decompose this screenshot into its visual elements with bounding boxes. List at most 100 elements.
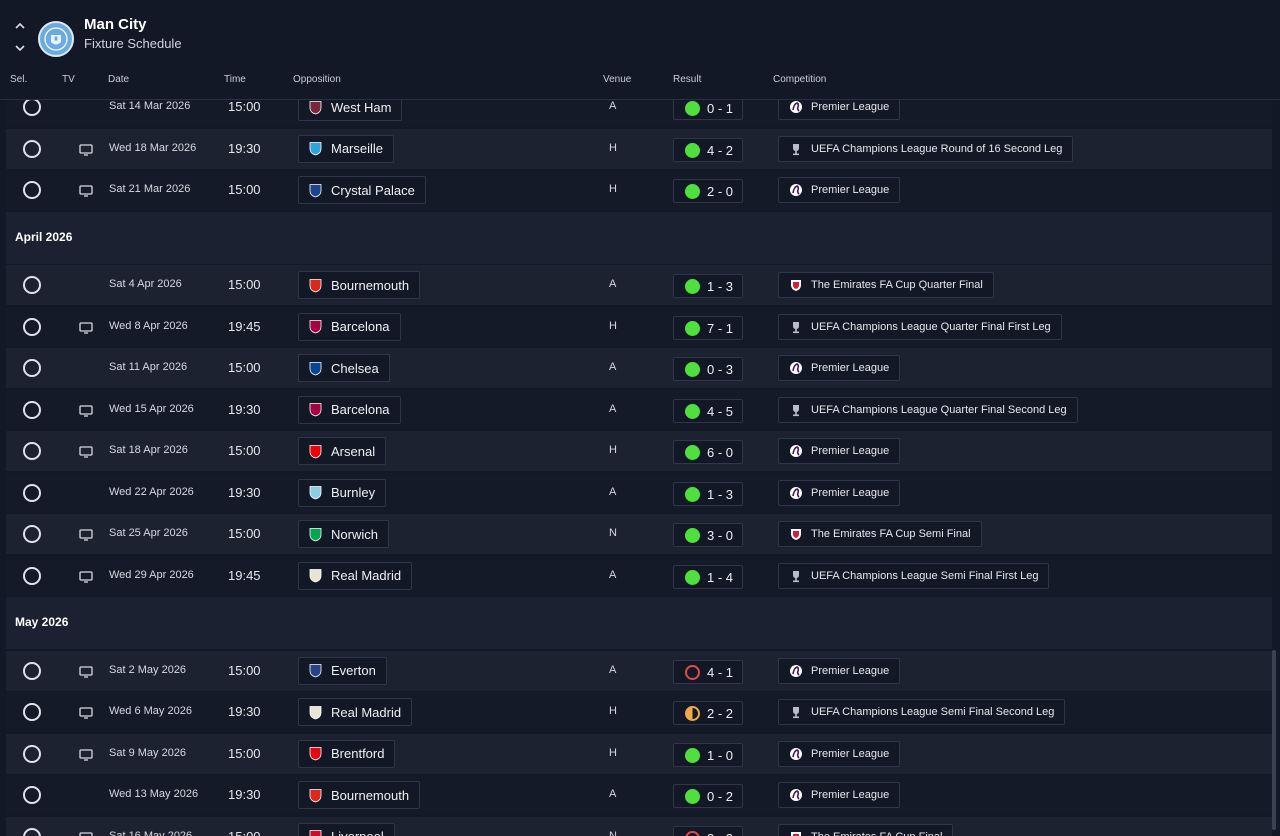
fixture-row[interactable]: Wed 29 Apr 2026 19:45 Real Madrid A 1 - 4 UEF… <box>6 555 1272 596</box>
fixture-row[interactable]: Sat 25 Apr 2026 15:00 Norwich N 3 - 0 The Emi… <box>6 514 1272 554</box>
fixture-time: 15:00 <box>228 526 261 541</box>
competition-name: UEFA Champions League Round of 16 Second… <box>811 142 1063 155</box>
competition-button[interactable]: Premier League <box>778 657 901 684</box>
competition-button[interactable]: UEFA Champions League Quarter Final Seco… <box>778 396 1078 423</box>
fixture-row[interactable]: Sat 16 May 2026 15:00 Liverpool N 3 - 2 The E… <box>6 816 1272 836</box>
opposition-team-button[interactable]: Everton <box>298 656 387 685</box>
result-button[interactable]: 4 - 5 <box>673 398 743 423</box>
select-radio[interactable] <box>23 786 41 804</box>
competition-button[interactable]: The Emirates FA Cup Semi Final <box>778 521 982 547</box>
select-radio[interactable] <box>23 483 41 502</box>
competition-button[interactable]: Premier League <box>778 782 901 808</box>
opposition-team-button[interactable]: Arsenal <box>298 437 387 465</box>
result-button[interactable]: 0 - 3 <box>673 357 743 381</box>
competition-button[interactable]: Premier League <box>778 740 901 767</box>
tv-icon <box>79 665 93 678</box>
column-header-date[interactable]: Date <box>108 74 130 85</box>
competition-button[interactable]: Premier League <box>778 100 901 120</box>
select-radio[interactable] <box>23 359 41 377</box>
result-button[interactable]: 1 - 4 <box>673 564 743 589</box>
opposition-team-button[interactable]: Real Madrid <box>298 698 413 726</box>
fixture-row[interactable]: Sat 18 Apr 2026 15:00 Arsenal H 6 - 0 Premier… <box>6 431 1272 471</box>
result-button[interactable]: 7 - 1 <box>673 315 743 340</box>
select-radio[interactable] <box>23 317 41 336</box>
fixture-venue: A <box>609 100 617 112</box>
fixture-row[interactable]: Sat 4 Apr 2026 15:00 Bournemouth A 1 - 3 The … <box>6 265 1272 305</box>
select-radio[interactable] <box>23 744 41 763</box>
fixture-list[interactable]: Sat 14 Mar 2026 15:00 West Ham A 0 - 1 Premie… <box>6 100 1272 836</box>
select-radio[interactable] <box>23 181 41 199</box>
column-header-result[interactable]: Result <box>673 74 702 85</box>
select-radio[interactable] <box>23 276 41 294</box>
fixture-row[interactable]: Sat 21 Mar 2026 15:00 Crystal Palace H 2 - 0… <box>6 170 1272 210</box>
select-radio[interactable] <box>23 525 41 543</box>
opposition-team-button[interactable]: Crystal Palace <box>298 176 426 204</box>
opposition-team-button[interactable]: Brentford <box>298 739 396 768</box>
opposition-team-button[interactable]: Real Madrid <box>298 561 413 590</box>
fixture-row[interactable]: Sat 11 Apr 2026 15:00 Chelsea A 0 - 3 Premier… <box>6 348 1272 388</box>
fixture-row[interactable]: Sat 2 May 2026 15:00 Everton A 4 - 1 Premier … <box>6 650 1272 691</box>
opposition-team-button[interactable]: Chelsea <box>298 354 390 382</box>
fixture-row[interactable]: Wed 8 Apr 2026 19:45 Barcelona H 7 - 1 UEFA C… <box>6 306 1272 347</box>
opposition-team-button[interactable]: Burnley <box>298 478 387 507</box>
opposition-team-button[interactable]: Norwich <box>298 520 389 548</box>
result-loss-icon <box>685 830 700 836</box>
result-button[interactable]: 1 - 0 <box>673 742 743 767</box>
result-score: 1 - 4 <box>707 569 734 585</box>
column-header-sel[interactable]: Sel. <box>10 74 28 85</box>
result-button[interactable]: 2 - 0 <box>673 179 743 203</box>
fixture-time: 19:30 <box>228 140 261 156</box>
opposition-team-button[interactable]: West Ham <box>298 100 403 121</box>
select-radio[interactable] <box>23 442 41 460</box>
competition-button[interactable]: UEFA Champions League Semi Final Second … <box>778 699 1066 725</box>
fixture-row[interactable]: Wed 22 Apr 2026 19:30 Burnley A 1 - 3 Premier… <box>6 472 1272 513</box>
opposition-team-button[interactable]: Barcelona <box>298 312 401 341</box>
fixture-row[interactable]: Wed 6 May 2026 19:30 Real Madrid H 2 - 2 UEFA… <box>6 692 1272 732</box>
opposition-team-button[interactable]: Liverpool <box>298 822 395 836</box>
select-radio[interactable] <box>23 400 41 419</box>
competition-button[interactable]: UEFA Champions League Quarter Final Firs… <box>778 313 1062 340</box>
scrollbar-thumb[interactable] <box>1272 650 1276 830</box>
result-button[interactable]: 4 - 1 <box>673 659 743 684</box>
result-button[interactable]: 4 - 2 <box>673 137 743 162</box>
competition-button[interactable]: Premier League <box>778 355 901 381</box>
opposition-team-button[interactable]: Bournemouth <box>298 271 421 299</box>
column-header-tv[interactable]: TV <box>62 74 75 85</box>
chevron-up-icon[interactable] <box>12 20 28 36</box>
result-button[interactable]: 3 - 2 <box>673 825 743 836</box>
competition-button[interactable]: Premier League <box>778 438 901 464</box>
result-button[interactable]: 1 - 3 <box>673 481 743 506</box>
result-button[interactable]: 1 - 3 <box>673 274 743 298</box>
result-button[interactable]: 3 - 0 <box>673 523 743 547</box>
column-header-venue[interactable]: Venue <box>603 74 632 85</box>
competition-button[interactable]: Premier League <box>778 479 901 506</box>
column-header-opposition[interactable]: Opposition <box>293 74 341 85</box>
column-header-time[interactable]: Time <box>224 74 246 85</box>
column-header-competition[interactable]: Competition <box>773 74 827 85</box>
competition-button[interactable]: UEFA Champions League Semi Final First L… <box>778 562 1050 589</box>
fixture-row[interactable]: Wed 18 Mar 2026 19:30 Marseille H 4 - 2 UEFA … <box>6 128 1272 169</box>
fixture-row[interactable]: Wed 15 Apr 2026 19:30 Barcelona A 4 - 5 UEFA … <box>6 389 1272 430</box>
fixture-row[interactable]: Sat 14 Mar 2026 15:00 West Ham A 0 - 1 Premie… <box>6 100 1272 127</box>
select-radio[interactable] <box>23 139 41 158</box>
competition-button[interactable]: Premier League <box>778 177 901 203</box>
competition-button[interactable]: The Emirates FA Cup Final <box>778 823 954 836</box>
result-button[interactable]: 0 - 2 <box>673 784 743 808</box>
result-button[interactable]: 0 - 1 <box>673 100 743 120</box>
select-radio[interactable] <box>23 661 41 680</box>
select-radio[interactable] <box>23 100 41 116</box>
opposition-name: Bournemouth <box>331 787 410 803</box>
select-radio[interactable] <box>23 827 41 836</box>
result-button[interactable]: 6 - 0 <box>673 440 743 464</box>
competition-button[interactable]: The Emirates FA Cup Quarter Final <box>778 272 994 298</box>
opposition-team-button[interactable]: Bournemouth <box>298 781 421 809</box>
fixture-row[interactable]: Sat 9 May 2026 15:00 Brentford H 1 - 0 Premie… <box>6 733 1272 774</box>
opposition-team-button[interactable]: Marseille <box>298 134 395 163</box>
select-radio[interactable] <box>23 566 41 585</box>
fixture-row[interactable]: Wed 13 May 2026 19:30 Bournemouth A 0 - 2 Pre… <box>6 775 1272 815</box>
result-button[interactable]: 2 - 2 <box>673 701 743 725</box>
select-radio[interactable] <box>23 703 41 721</box>
opposition-team-button[interactable]: Barcelona <box>298 395 401 424</box>
competition-button[interactable]: UEFA Champions League Round of 16 Second… <box>778 135 1074 162</box>
chevron-down-icon[interactable] <box>12 42 28 58</box>
